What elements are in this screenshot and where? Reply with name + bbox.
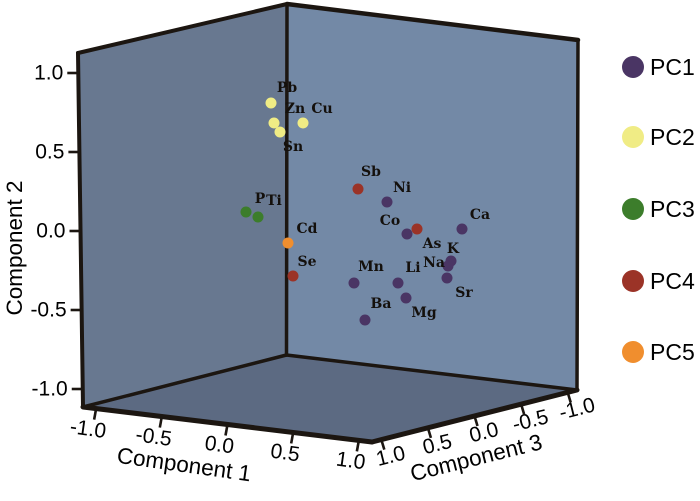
component1-tick (224, 424, 229, 436)
point-label-Se: Se (297, 254, 316, 270)
point-label-Zn: Zn (285, 101, 305, 117)
component3-tick (426, 427, 433, 439)
legend-swatch-PC1 (622, 56, 644, 78)
component3-tick (566, 391, 572, 403)
component1-tick-label: 1.0 (335, 448, 367, 475)
data-point-Sb (352, 183, 364, 195)
point-label-Cd: Cd (297, 221, 318, 237)
plot-box (76, 1, 581, 445)
component3-tick (519, 403, 526, 415)
component1-tick (92, 408, 98, 420)
legend-item-label: PC3 (650, 196, 695, 222)
point-label-Ti: Ti (266, 193, 282, 209)
point-label-Ba: Ba (371, 296, 392, 312)
data-point-Sr (441, 272, 453, 284)
data-point-As (411, 223, 423, 235)
data-point-Co (401, 228, 413, 240)
legend-swatch-PC3 (622, 198, 644, 220)
data-point-Cu (297, 117, 309, 129)
point-label-P: P (255, 191, 266, 207)
data-point-Ni (381, 196, 393, 208)
point-label-Sr: Sr (455, 285, 473, 301)
point-label-Ca: Ca (470, 207, 490, 223)
data-point-Ti (252, 211, 264, 223)
legend-item-label: PC2 (650, 124, 695, 150)
point-label-Ni: Ni (393, 180, 411, 196)
component1-tick (289, 432, 295, 444)
component1-tick-label: -0.5 (134, 423, 173, 451)
legend-item-PC2: PC2 (622, 124, 695, 150)
legend-item-PC1: PC1 (622, 54, 695, 80)
data-point-Na (442, 260, 454, 272)
component2-tick-label: -1.0 (32, 378, 68, 401)
point-label-Sn: Sn (283, 139, 303, 155)
component2-tick-label: 0.0 (36, 220, 65, 243)
component2-tick-label: -0.5 (30, 299, 66, 322)
point-label-Co: Co (380, 213, 400, 229)
legend: PC1 PC2 PC3 PC4 PC5 (622, 54, 695, 365)
legend-item-label: PC1 (650, 54, 695, 80)
legend-swatch-PC4 (622, 270, 644, 292)
component1-tick-label: -1.0 (69, 415, 108, 443)
legend-item-PC4: PC4 (622, 268, 695, 294)
legend-item-label: PC5 (650, 339, 695, 365)
data-point-Mn (348, 277, 360, 289)
data-point-Sn (274, 126, 286, 138)
data-point-Ca (456, 223, 468, 235)
point-label-Cu: Cu (311, 101, 332, 117)
data-point-Zn (268, 117, 280, 129)
component2-tick-label: 0.5 (35, 141, 64, 164)
data-points: Pb Zn Cu Sn P Ti Cd Se Sb Ni Co As Ca KNa Sr Mn Li Mg Ba (240, 80, 490, 326)
data-point-Mg (400, 292, 412, 304)
data-point-P (240, 206, 252, 218)
component1-tick (158, 416, 164, 428)
data-point-Ba (359, 314, 371, 326)
component1-tick-label: 0.5 (269, 440, 301, 467)
data-point-Li (392, 277, 404, 289)
component3-tick (473, 415, 479, 427)
left-wall (78, 4, 287, 407)
component2-tick-label: 1.0 (34, 62, 63, 85)
component3-tick-label: -1.0 (557, 394, 598, 425)
axis-ticks: -1.0-0.50.00.51.0-1.0 -0.5 0.0 0.5 1.0 1.0 0.5… (30, 62, 597, 475)
data-point-Cd (282, 237, 294, 249)
point-label-Mn: Mn (358, 259, 384, 275)
point-label-Mg: Mg (411, 305, 436, 321)
component2-axis-title: Component 2 (2, 180, 27, 315)
right-wall (286, 4, 578, 390)
data-point-Pb (265, 97, 277, 109)
component1-tick-label: 0.0 (203, 432, 235, 459)
point-label-Li: Li (405, 260, 420, 276)
component1-tick (355, 440, 361, 452)
point-label-Sb: Sb (361, 164, 381, 180)
point-label-Na: Na (423, 255, 445, 271)
legend-item-PC5: PC5 (622, 339, 695, 365)
point-label-Pb: Pb (277, 80, 298, 96)
point-label-K: K (447, 241, 460, 257)
legend-swatch-PC2 (622, 126, 644, 148)
legend-item-label: PC4 (650, 268, 695, 294)
legend-item-PC3: PC3 (622, 196, 695, 222)
component3-tick (380, 439, 386, 451)
legend-swatch-PC5 (622, 341, 644, 363)
data-point-Se (287, 270, 299, 282)
point-label-As: As (422, 236, 442, 252)
component3-tick-label: 1.0 (374, 442, 408, 471)
